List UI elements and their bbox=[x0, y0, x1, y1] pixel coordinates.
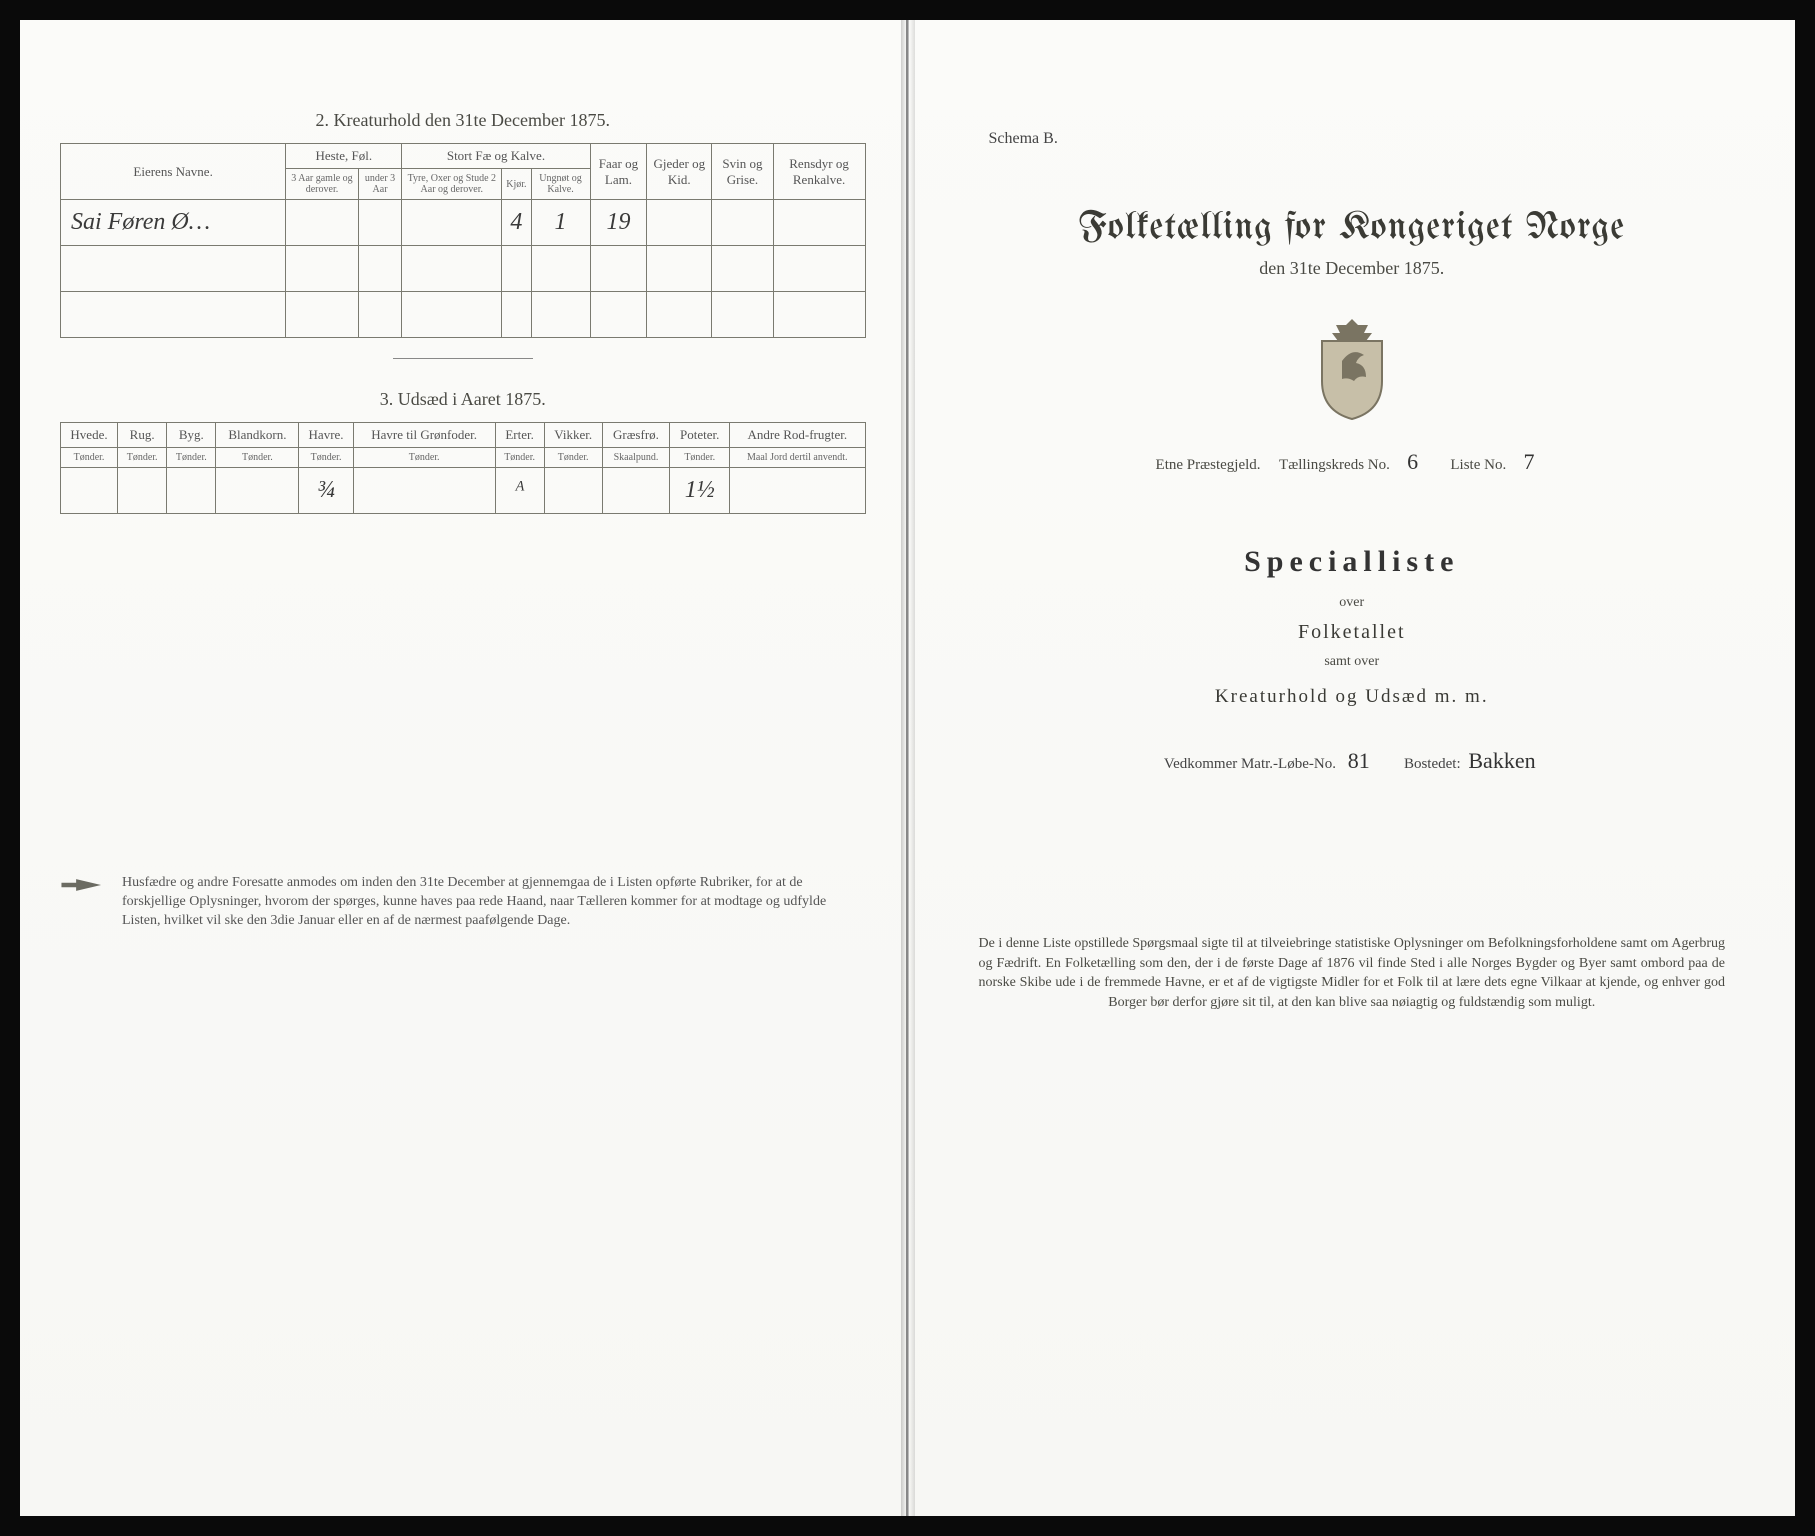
document-scan: 2. Kreaturhold den 31te December 1875. E… bbox=[20, 20, 1795, 1516]
cell: 1½ bbox=[670, 468, 730, 514]
col: Blandkorn. bbox=[216, 423, 299, 448]
header-row: Hvede. Rug. Byg. Blandkorn. Havre. Havre… bbox=[61, 423, 866, 448]
cell: 4 bbox=[502, 200, 531, 246]
col-svin: Svin og Grise. bbox=[712, 144, 773, 200]
cell bbox=[647, 200, 712, 246]
col-heste: Heste, Føl. bbox=[286, 144, 402, 169]
meta-line: Etne Præstegjeld. Tællingskreds No. 6 Li… bbox=[949, 449, 1756, 475]
matr-value: 81 bbox=[1344, 748, 1374, 774]
cell bbox=[216, 468, 299, 514]
kreds-value: 6 bbox=[1398, 449, 1428, 475]
unit: Tønder. bbox=[167, 448, 216, 468]
schema-label: Schema B. bbox=[989, 130, 1756, 148]
over-label: over bbox=[949, 595, 1756, 611]
cell: ᴬ bbox=[495, 468, 544, 514]
col-stort-b: Kjør. bbox=[502, 169, 531, 200]
cell bbox=[544, 468, 602, 514]
col-faar: Faar og Lam. bbox=[590, 144, 647, 200]
cell bbox=[358, 200, 402, 246]
cell bbox=[712, 200, 773, 246]
unit-row: Tønder. Tønder. Tønder. Tønder. Tønder. … bbox=[61, 448, 866, 468]
coat-of-arms-icon bbox=[1297, 313, 1407, 423]
folketallet-label: Folketallet bbox=[949, 621, 1756, 644]
unit: Maal Jord dertil anvendt. bbox=[730, 448, 865, 468]
section2-title: 2. Kreaturhold den 31te December 1875. bbox=[60, 110, 866, 131]
cell bbox=[773, 200, 865, 246]
col: Byg. bbox=[167, 423, 216, 448]
liste-label: Liste No. bbox=[1450, 457, 1506, 473]
cell bbox=[167, 468, 216, 514]
cell-name: Sai Føren Ø… bbox=[61, 200, 286, 246]
cell bbox=[402, 200, 502, 246]
pointing-hand-icon bbox=[60, 874, 104, 896]
col: Andre Rod-frugter. bbox=[730, 423, 865, 448]
col-rensdyr: Rensdyr og Renkalve. bbox=[773, 144, 865, 200]
kreds-label: Tællingskreds No. bbox=[1279, 457, 1390, 473]
col: Havre. bbox=[299, 423, 353, 448]
vedkommer-line: Vedkommer Matr.-Løbe-No. 81 Bostedet: Ba… bbox=[949, 748, 1756, 774]
col: Havre til Grønfoder. bbox=[353, 423, 495, 448]
cell bbox=[61, 468, 118, 514]
unit: Tønder. bbox=[495, 448, 544, 468]
right-page: Schema B. Folketælling for Kongeriget No… bbox=[908, 20, 1796, 1516]
col: Hvede. bbox=[61, 423, 118, 448]
section3-title: 3. Udsæd i Aaret 1875. bbox=[60, 389, 866, 410]
col-heste-a: 3 Aar gamle og derover. bbox=[286, 169, 358, 200]
unit: Tønder. bbox=[216, 448, 299, 468]
cell: ¾ bbox=[299, 468, 353, 514]
cell bbox=[602, 468, 670, 514]
col: Erter. bbox=[495, 423, 544, 448]
liste-value: 7 bbox=[1514, 449, 1544, 475]
col-gjeder: Gjeder og Kid. bbox=[647, 144, 712, 200]
left-page: 2. Kreaturhold den 31te December 1875. E… bbox=[20, 20, 908, 1516]
unit: Tønder. bbox=[299, 448, 353, 468]
prestegjeld-label: Etne Præstegjeld. bbox=[1156, 457, 1261, 473]
main-title: Folketælling for Kongeriget Norge bbox=[949, 208, 1756, 248]
col-stort-c: Ungnøt og Kalve. bbox=[531, 169, 590, 200]
col-heste-b: under 3 Aar bbox=[358, 169, 402, 200]
specialliste-heading: Specialliste bbox=[949, 545, 1756, 579]
cell: 19 bbox=[590, 200, 647, 246]
col: Græsfrø. bbox=[602, 423, 670, 448]
cell bbox=[353, 468, 495, 514]
unit: Tønder. bbox=[544, 448, 602, 468]
col-eier: Eierens Navne. bbox=[61, 144, 286, 200]
left-footnote: Husfædre og andre Foresatte anmodes om i… bbox=[60, 874, 866, 931]
bosted-value: Bakken bbox=[1468, 748, 1535, 774]
matr-label: Vedkommer Matr.-Løbe-No. bbox=[1164, 756, 1336, 772]
cell bbox=[286, 200, 358, 246]
col-stort-a: Tyre, Oxer og Stude 2 Aar og derover. bbox=[402, 169, 502, 200]
samt-label: samt over bbox=[949, 654, 1756, 670]
unit: Tønder. bbox=[118, 448, 167, 468]
bosted-label: Bostedet: bbox=[1404, 756, 1461, 772]
unit: Tønder. bbox=[353, 448, 495, 468]
col-stort: Stort Fæ og Kalve. bbox=[402, 144, 590, 169]
cell bbox=[118, 468, 167, 514]
udsaed-table: Hvede. Rug. Byg. Blandkorn. Havre. Havre… bbox=[60, 422, 866, 514]
col: Rug. bbox=[118, 423, 167, 448]
unit: Skaalpund. bbox=[602, 448, 670, 468]
cell: 1 bbox=[531, 200, 590, 246]
footnote-text: Husfædre og andre Foresatte anmodes om i… bbox=[122, 874, 866, 931]
table-row: ¾ ᴬ 1½ bbox=[61, 468, 866, 514]
divider bbox=[393, 358, 533, 359]
unit: Tønder. bbox=[670, 448, 730, 468]
cell bbox=[730, 468, 865, 514]
unit: Tønder. bbox=[61, 448, 118, 468]
kreaturhold-label: Kreaturhold og Udsæd m. m. bbox=[949, 686, 1756, 708]
right-footnote: De i denne Liste opstillede Spørgsmaal s… bbox=[949, 934, 1756, 1012]
col: Vikker. bbox=[544, 423, 602, 448]
table-row: Sai Føren Ø… 4 1 19 bbox=[61, 200, 866, 246]
col: Poteter. bbox=[670, 423, 730, 448]
sub-title: den 31te December 1875. bbox=[949, 258, 1756, 279]
kreaturhold-table: Eierens Navne. Heste, Føl. Stort Fæ og K… bbox=[60, 143, 866, 338]
